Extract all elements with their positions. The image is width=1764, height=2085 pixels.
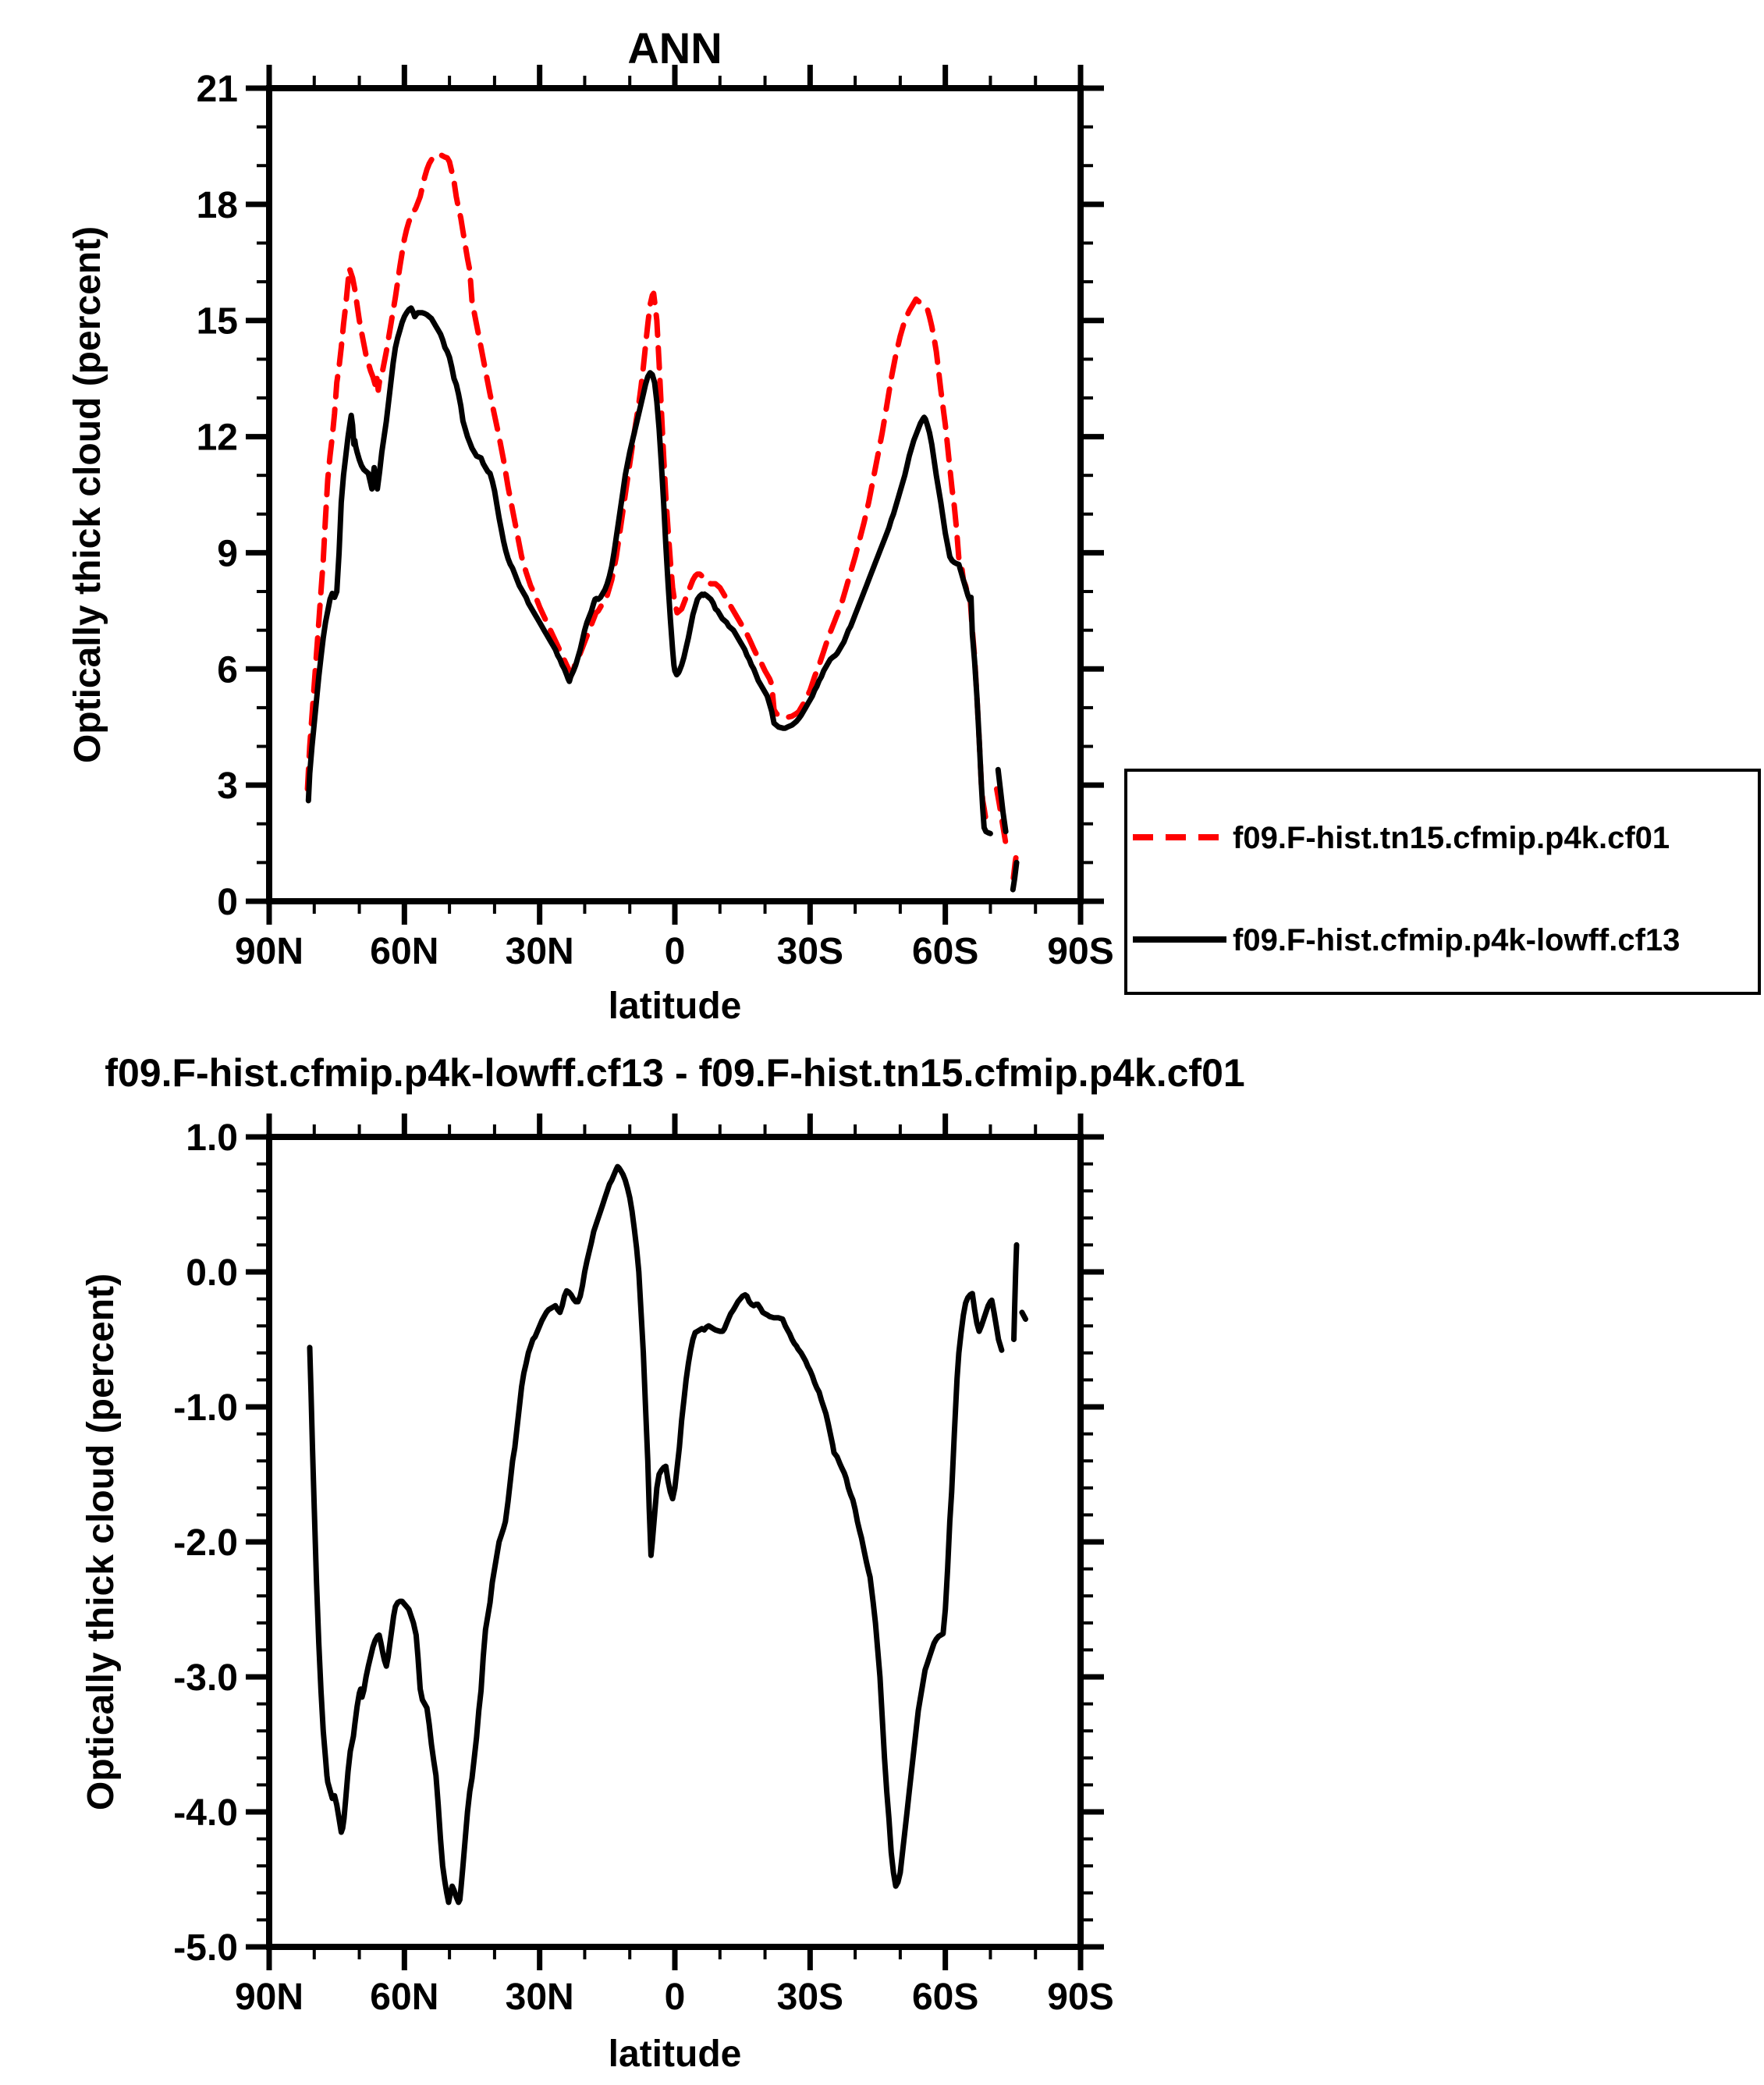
- legend: f09.F-hist.tn15.cfmip.p4k.cf01 f09.F-his…: [1124, 769, 1761, 995]
- bottom-panel-x-axis-title: latitude: [609, 2033, 742, 2075]
- y-tick-label: 12: [197, 417, 238, 459]
- top-panel-title: ANN: [627, 23, 722, 73]
- axis-frame: [266, 85, 1084, 904]
- y-tick-label: 21: [197, 69, 238, 110]
- y-tick-label: 6: [217, 649, 238, 691]
- y-tick-label: -1.0: [173, 1387, 238, 1429]
- top-panel: ANN Optically thick cloud (percent) lati…: [67, 23, 1761, 1027]
- top-panel-x-axis-title: latitude: [609, 986, 742, 1027]
- x-tick-label: 30S: [777, 1977, 843, 2018]
- axis-frame: [266, 1134, 1084, 1950]
- y-tick-label: 15: [197, 301, 238, 343]
- y-tick-label: -5.0: [173, 1927, 238, 1969]
- top-panel-plot-area: 90N 60N 30N 0 30S 60S 90S 0 3 6 9 12 15 18 21: [197, 65, 1114, 972]
- legend-label-run1: f09.F-hist.tn15.cfmip.p4k.cf01: [1233, 821, 1670, 855]
- y-tick-label: 18: [197, 185, 238, 226]
- bottom-panel-y-axis-title: Optically thick cloud (percent): [80, 1273, 122, 1810]
- axis-ticks: [246, 65, 1104, 925]
- legend-label-run2: f09.F-hist.cfmip.p4k-lowff.cf13: [1233, 923, 1680, 957]
- y-tick-label: -3.0: [173, 1657, 238, 1699]
- x-tick-label: 60S: [912, 1977, 978, 2018]
- y-tick-label: 0.0: [186, 1252, 238, 1294]
- bottom-panel-plot-area: 90N 60N 30N 0 30S 60S 90S 1.0 0.0 -1.0 -2.0 -3.0 -4.…: [173, 1114, 1114, 2018]
- x-tick-label: 60N: [370, 1977, 438, 2018]
- x-tick-label: 90S: [1047, 1977, 1113, 2018]
- y-tick-label: 0: [217, 882, 238, 923]
- bottom-panel-title: f09.F-hist.cfmip.p4k-lowff.cf13 - f09.F-…: [105, 1051, 1244, 1095]
- axis-ticks: [246, 1114, 1104, 1970]
- top-panel-y-axis-title: Optically thick cloud (percent): [67, 226, 108, 763]
- x-tick-label: 0: [665, 931, 686, 972]
- legend-box: [1124, 769, 1761, 995]
- x-tick-label: 60S: [912, 931, 978, 972]
- y-tick-label: 9: [217, 533, 238, 574]
- y-tick-label: 1.0: [186, 1117, 238, 1159]
- y-tick-label: -4.0: [173, 1792, 238, 1834]
- series-line-solid: [305, 305, 1020, 893]
- tick-labels: 90N 60N 30N 0 30S 60S 90S 0 3 6 9 12 15 18 21: [197, 69, 1114, 972]
- x-tick-label: 30N: [506, 931, 574, 972]
- tick-labels: 90N 60N 30N 0 30S 60S 90S 1.0 0.0 -1.0 -2.0 -3.0 -4.…: [173, 1117, 1113, 2018]
- bottom-panel: f09.F-hist.cfmip.p4k-lowff.cf13 - f09.F-…: [80, 1051, 1245, 2075]
- x-tick-label: 90S: [1047, 931, 1113, 972]
- y-tick-label: -2.0: [173, 1522, 238, 1564]
- x-tick-label: 30S: [777, 931, 843, 972]
- x-tick-label: 60N: [370, 931, 438, 972]
- x-tick-label: 0: [665, 1977, 686, 2018]
- y-tick-label: 3: [217, 765, 238, 807]
- x-tick-label: 90N: [235, 931, 303, 972]
- x-tick-label: 90N: [235, 1977, 303, 2018]
- x-tick-label: 30N: [506, 1977, 574, 2018]
- series-line-solid: [307, 1163, 1028, 1906]
